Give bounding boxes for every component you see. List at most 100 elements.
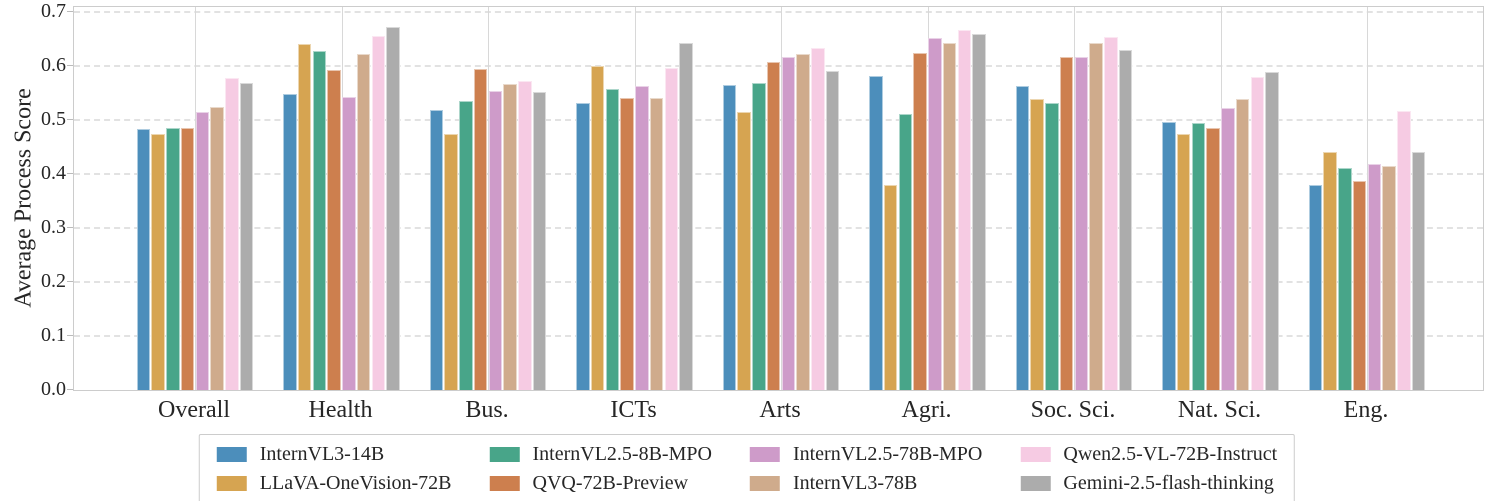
bar	[1250, 76, 1265, 390]
bar	[722, 85, 737, 390]
y-tick-mark	[67, 389, 73, 390]
y-tick-mark	[67, 227, 73, 228]
legend-item: Qwen2.5-VL-72B-Instruct	[1020, 442, 1277, 466]
x-tick-label: Overall	[158, 397, 230, 423]
bar	[1059, 57, 1074, 390]
legend-swatch	[749, 475, 780, 491]
bar	[620, 98, 634, 390]
bar	[444, 133, 458, 390]
y-tick-label: 0.4	[41, 162, 66, 184]
v-gridline	[488, 7, 489, 390]
legend-swatch	[489, 475, 520, 491]
bar	[136, 129, 151, 390]
bar	[883, 184, 898, 390]
bar	[166, 127, 180, 390]
bar	[297, 44, 312, 390]
bar	[679, 43, 693, 390]
legend-label: LLaVA-OneVision-72B	[259, 472, 452, 494]
bar	[1382, 165, 1396, 390]
bar	[1191, 122, 1206, 390]
x-tick-label: Agri.	[901, 397, 952, 423]
bar	[473, 69, 488, 390]
v-gridline	[927, 7, 929, 390]
bar	[1074, 57, 1089, 390]
bar	[957, 30, 972, 390]
bar	[590, 66, 605, 390]
bar	[1221, 107, 1235, 390]
y-tick-label: 0.3	[41, 216, 66, 238]
y-tick-mark	[67, 119, 73, 120]
legend-swatch	[1020, 475, 1051, 491]
bar	[811, 48, 825, 390]
legend-swatch	[749, 446, 780, 462]
h-gridline	[74, 11, 1483, 13]
plot-area	[73, 6, 1484, 391]
v-gridline	[1074, 7, 1075, 390]
y-tick-mark	[67, 11, 73, 12]
y-tick-mark	[67, 173, 73, 174]
bar	[576, 102, 590, 390]
legend-swatch	[216, 475, 247, 491]
legend-label: InternVL2.5-8B-MPO	[532, 443, 712, 465]
legend-label: InternVL2.5-78B-MPO	[792, 443, 983, 465]
bar	[898, 113, 913, 390]
bar	[796, 53, 810, 390]
bar	[1176, 134, 1191, 390]
bar	[1308, 184, 1323, 390]
bar	[459, 101, 473, 390]
bar	[327, 70, 341, 390]
legend-item: LLaVA-OneVision-72B	[216, 471, 452, 495]
bar	[386, 26, 400, 390]
bar	[825, 70, 840, 390]
legend-item: InternVL2.5-8B-MPO	[489, 442, 712, 466]
bar	[1323, 152, 1337, 390]
bar	[1352, 181, 1367, 390]
bar	[1104, 36, 1118, 390]
bar	[239, 82, 254, 390]
bar	[1206, 127, 1220, 390]
x-tick-label: Bus.	[465, 397, 509, 423]
x-tick-label: Soc. Sci.	[1030, 397, 1116, 423]
bar	[928, 38, 942, 390]
bar	[1235, 99, 1250, 390]
y-tick-label: 0.2	[41, 270, 66, 292]
bar	[635, 85, 649, 390]
x-tick-label: Arts	[759, 397, 801, 423]
legend-label: Qwen2.5-VL-72B-Instruct	[1063, 443, 1278, 465]
y-tick-mark	[67, 65, 73, 66]
bar	[1030, 99, 1044, 390]
bar	[1411, 152, 1426, 390]
legend-label: Gemini-2.5-flash-thinking	[1063, 472, 1274, 494]
legend-column: Qwen2.5-VL-72B-Instruct Gemini-2.5-flash-…	[1020, 442, 1277, 495]
legend-label: InternVL3-14B	[259, 443, 385, 465]
x-tick-label: Nat. Sci.	[1177, 397, 1262, 423]
legend-label: QVQ-72B-Preview	[532, 472, 689, 494]
legend-item: Gemini-2.5-flash-thinking	[1020, 471, 1277, 495]
bar	[781, 57, 796, 390]
bar	[518, 80, 532, 390]
x-tick-label: Health	[308, 397, 373, 423]
legend-label: InternVL3-78B	[792, 472, 918, 494]
v-gridline	[1367, 7, 1368, 390]
bar	[1162, 121, 1176, 390]
legend-item: InternVL2.5-78B-MPO	[749, 442, 983, 466]
legend-item: InternVL3-14B	[216, 442, 452, 466]
y-tick-mark	[67, 335, 73, 336]
v-gridline	[781, 7, 782, 390]
bar	[225, 78, 239, 390]
bar	[664, 68, 679, 390]
legend-column: InternVL2.5-78B-MPO InternVL3-78B	[749, 442, 983, 495]
bar	[488, 90, 503, 390]
legend-column: InternVL2.5-8B-MPO QVQ-72B-Preview	[489, 442, 712, 495]
bar	[283, 94, 297, 390]
bar	[1118, 49, 1133, 390]
bar	[312, 51, 327, 390]
legend: InternVL3-14B LLaVA-OneVision-72B InternVL…	[198, 434, 1296, 501]
legend-item: QVQ-72B-Preview	[489, 471, 712, 495]
bar	[180, 128, 195, 390]
y-tick-label: 0.0	[41, 378, 66, 400]
legend-column: InternVL3-14B LLaVA-OneVision-72B	[216, 442, 452, 495]
bar	[356, 53, 371, 390]
v-gridline	[634, 7, 636, 390]
